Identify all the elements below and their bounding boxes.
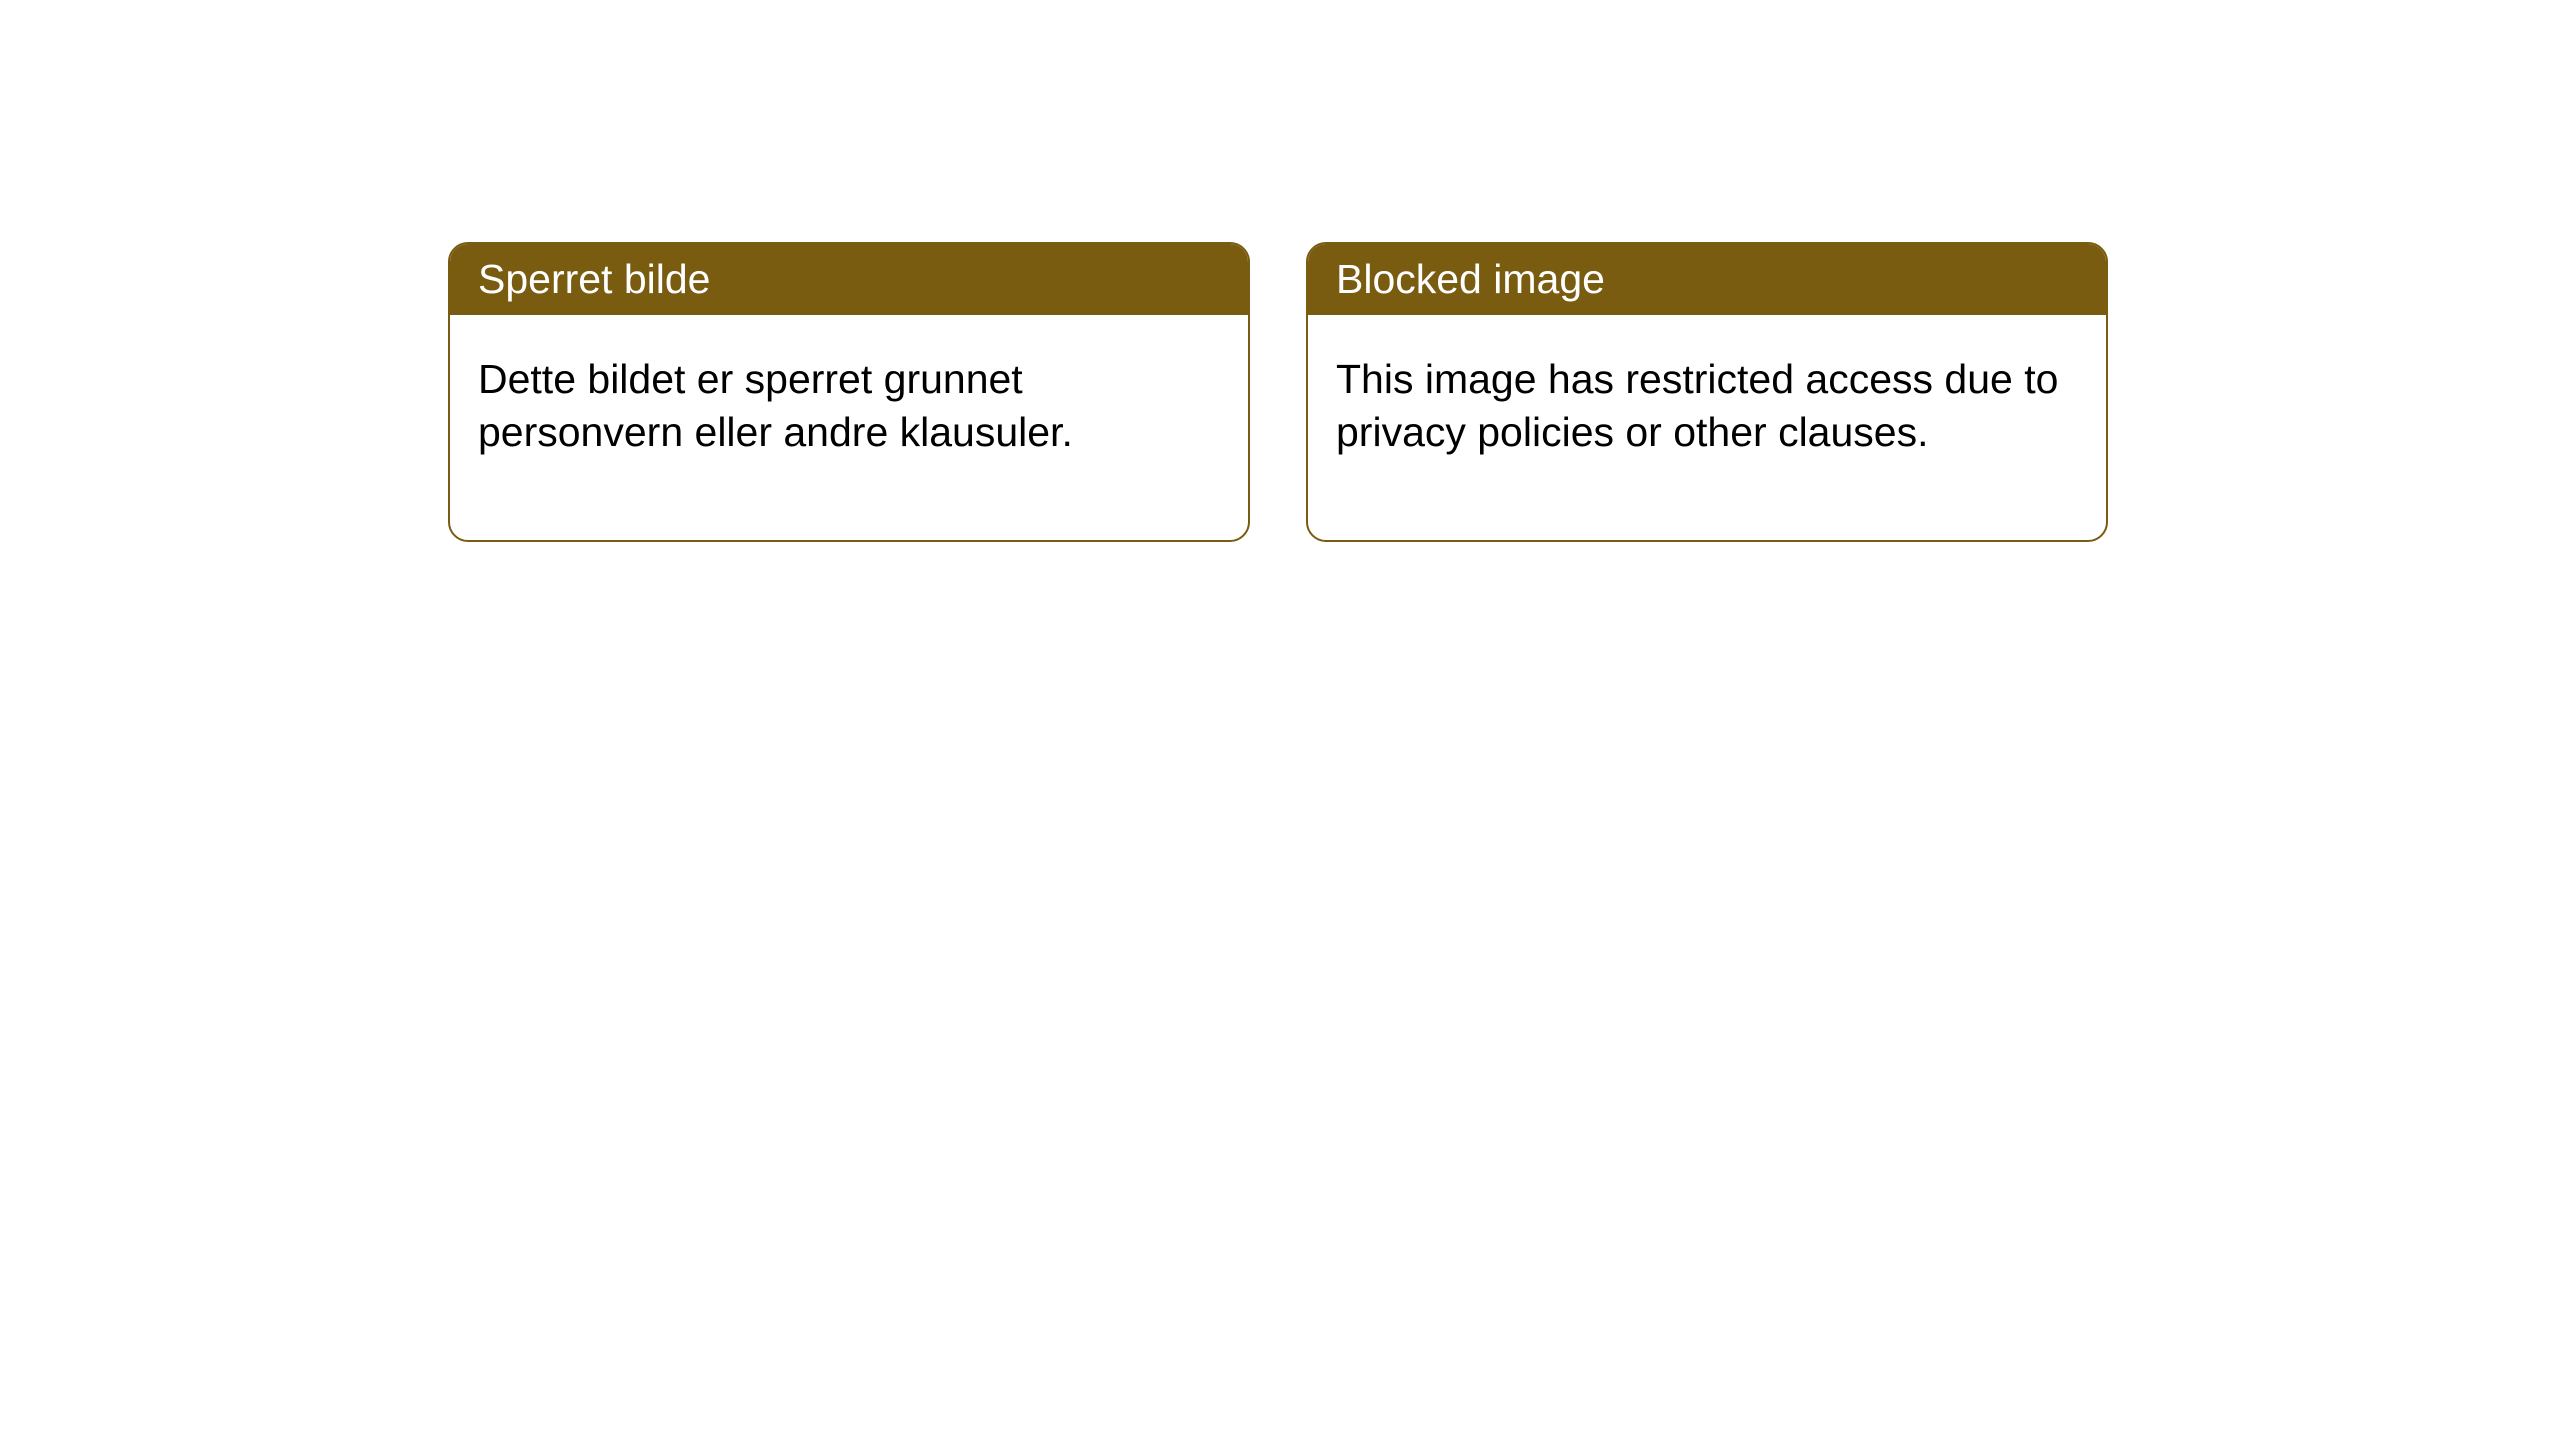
cards-container: Sperret bilde Dette bildet er sperret gr… bbox=[0, 0, 2560, 542]
card-header-norwegian: Sperret bilde bbox=[450, 244, 1248, 315]
card-header-text: Blocked image bbox=[1336, 256, 1605, 302]
card-header-text: Sperret bilde bbox=[478, 256, 710, 302]
card-header-english: Blocked image bbox=[1308, 244, 2106, 315]
card-body-english: This image has restricted access due to … bbox=[1308, 315, 2106, 540]
card-body-norwegian: Dette bildet er sperret grunnet personve… bbox=[450, 315, 1248, 540]
card-body-text: Dette bildet er sperret grunnet personve… bbox=[478, 356, 1073, 455]
card-english: Blocked image This image has restricted … bbox=[1306, 242, 2108, 542]
card-norwegian: Sperret bilde Dette bildet er sperret gr… bbox=[448, 242, 1250, 542]
card-body-text: This image has restricted access due to … bbox=[1336, 356, 2058, 455]
